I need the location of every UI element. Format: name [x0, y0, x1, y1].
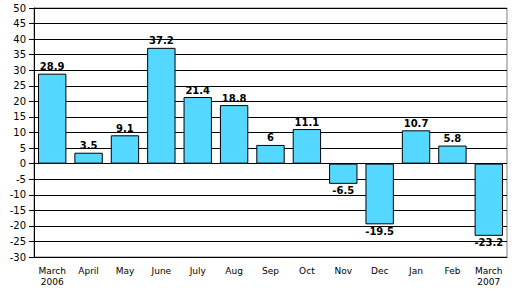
- svg-text:6: 6: [267, 132, 274, 143]
- svg-text:April: April: [78, 266, 99, 276]
- svg-text:28.9: 28.9: [40, 61, 65, 72]
- svg-text:Oct: Oct: [299, 266, 315, 276]
- svg-text:25: 25: [13, 80, 26, 91]
- svg-text:20: 20: [13, 96, 26, 107]
- svg-text:-5: -5: [16, 174, 26, 185]
- svg-text:-10: -10: [10, 189, 26, 200]
- svg-text:-30: -30: [10, 252, 26, 263]
- svg-text:Aug: Aug: [225, 266, 243, 276]
- svg-text:21.4: 21.4: [185, 85, 210, 96]
- svg-text:11.1: 11.1: [295, 117, 320, 128]
- svg-text:Jan: Jan: [408, 266, 423, 276]
- svg-text:3.5: 3.5: [80, 140, 98, 151]
- svg-text:Feb: Feb: [444, 266, 460, 276]
- svg-text:May: May: [116, 266, 135, 276]
- svg-text:40: 40: [13, 34, 26, 45]
- svg-text:35: 35: [13, 49, 26, 60]
- svg-text:July: July: [189, 266, 207, 276]
- svg-text:2006: 2006: [41, 277, 64, 287]
- svg-text:-25: -25: [10, 236, 26, 247]
- svg-text:10.7: 10.7: [404, 118, 429, 129]
- svg-text:Nov: Nov: [334, 266, 352, 276]
- svg-text:-19.5: -19.5: [365, 226, 394, 237]
- svg-text:March: March: [38, 266, 65, 276]
- svg-text:5.8: 5.8: [444, 133, 462, 144]
- svg-text:-23.2: -23.2: [474, 237, 503, 248]
- svg-text:2007: 2007: [477, 277, 500, 287]
- svg-text:50: 50: [13, 3, 26, 14]
- svg-text:June: June: [151, 266, 172, 276]
- svg-text:-20: -20: [10, 220, 26, 231]
- svg-text:5: 5: [20, 143, 26, 154]
- svg-text:10: 10: [13, 127, 26, 138]
- svg-text:18.8: 18.8: [222, 93, 247, 104]
- svg-text:-15: -15: [10, 205, 26, 216]
- svg-text:Sep: Sep: [262, 266, 279, 276]
- svg-text:15: 15: [13, 111, 26, 122]
- svg-text:9.1: 9.1: [116, 123, 134, 134]
- svg-text:March: March: [475, 266, 502, 276]
- svg-text:-6.5: -6.5: [332, 185, 354, 196]
- svg-text:0: 0: [20, 158, 26, 169]
- svg-text:30: 30: [13, 65, 26, 76]
- svg-text:Dec: Dec: [371, 266, 388, 276]
- svg-text:37.2: 37.2: [149, 35, 174, 46]
- svg-text:45: 45: [13, 18, 26, 29]
